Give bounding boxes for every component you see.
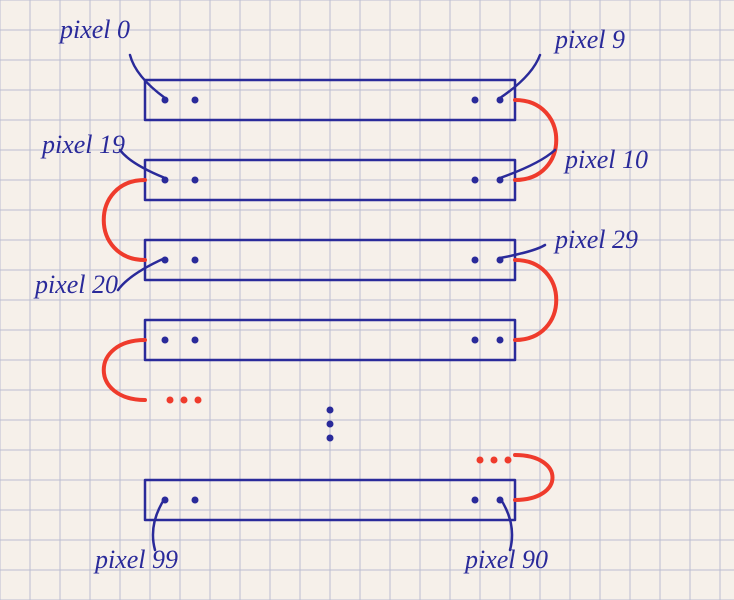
callout-hook-5	[500, 245, 545, 258]
pixel-dot	[472, 97, 479, 104]
callout-hook-7	[500, 498, 512, 550]
wire-arc-2	[515, 260, 556, 340]
pixel-dot	[162, 337, 169, 344]
callout-hook-3	[120, 150, 165, 178]
label-p99: pixel 99	[95, 545, 178, 575]
ellipsis-right	[477, 457, 512, 464]
wire-arc-0	[515, 100, 556, 180]
wire-arc-1	[104, 180, 145, 260]
led-strip-2	[145, 240, 515, 280]
label-p20: pixel 20	[35, 270, 118, 300]
wire-arc-3	[104, 340, 145, 400]
label-p19: pixel 19	[42, 130, 125, 160]
pixel-dot	[472, 177, 479, 184]
pixel-dot	[472, 337, 479, 344]
label-p29: pixel 29	[555, 225, 638, 255]
label-p9: pixel 9	[555, 25, 625, 55]
pixel-dot	[192, 337, 199, 344]
label-p0: pixel 0	[60, 15, 130, 45]
label-p10: pixel 10	[565, 145, 648, 175]
pixel-dot	[497, 337, 504, 344]
led-strip-0	[145, 80, 515, 120]
callout-hook-6	[153, 498, 165, 550]
pixel-dot	[472, 497, 479, 504]
callout-hook-1	[500, 55, 540, 98]
ellipsis-center	[327, 407, 334, 442]
pixel-dot	[192, 257, 199, 264]
pixel-dot	[192, 97, 199, 104]
callout-hook-4	[118, 258, 165, 290]
pixel-dot	[192, 497, 199, 504]
pixel-dot	[472, 257, 479, 264]
wire-arc-4	[515, 455, 553, 500]
led-strip-last	[145, 480, 515, 520]
pixel-dot	[192, 177, 199, 184]
label-p90: pixel 90	[465, 545, 548, 575]
wiring-diagram	[0, 0, 734, 600]
led-strip-3	[145, 320, 515, 360]
callout-hook-0	[130, 55, 165, 98]
ellipsis-left	[167, 397, 202, 404]
led-strip-1	[145, 160, 515, 200]
